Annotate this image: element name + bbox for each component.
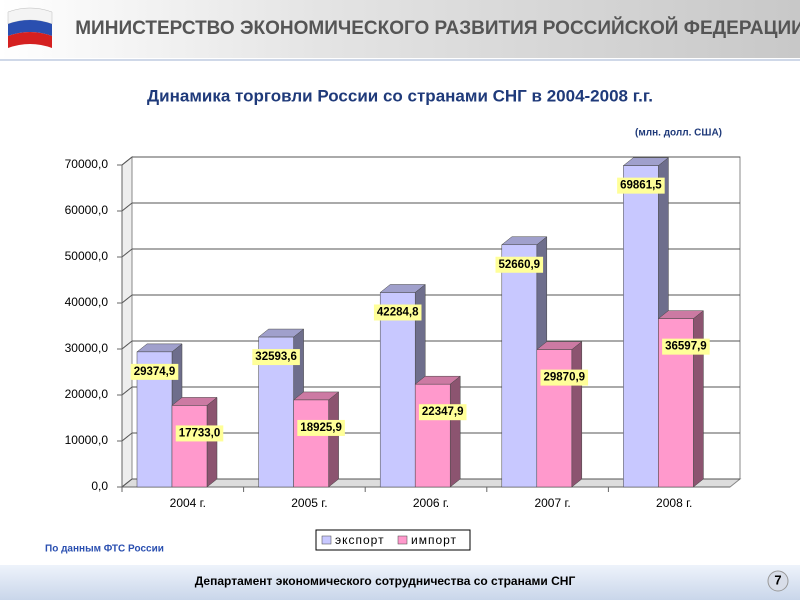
- y-tick-label: 60000,0: [65, 203, 109, 217]
- value-label-bg: [130, 363, 179, 380]
- legend-swatch: [397, 535, 408, 545]
- y-tick-label: 50000,0: [65, 249, 109, 263]
- value-label-bg: [175, 425, 224, 442]
- grid-line-side: [121, 156, 133, 166]
- value-label: 69861,5: [620, 180, 662, 192]
- bar: [379, 292, 416, 488]
- grid-line-side: [121, 386, 133, 396]
- value-label: 17733,0: [179, 427, 221, 439]
- legend-box: [315, 529, 471, 551]
- x-tick-label: 2008 г.: [656, 496, 692, 510]
- header-title: МИНИСТЕРСТВО ЭКОНОМИЧЕСКОГО РАЗВИТИЯ РОС…: [75, 17, 800, 39]
- page-badge: [767, 570, 789, 592]
- value-label-bg: [297, 419, 345, 436]
- y-tick-label: 40000,0: [65, 295, 109, 309]
- value-label-bg: [252, 349, 300, 366]
- value-label: 22347,9: [422, 406, 464, 418]
- legend-swatch: [321, 535, 332, 545]
- y-tick-label: 30000,0: [65, 341, 109, 355]
- x-tick-label: 2007 г.: [534, 496, 570, 510]
- value-label: 52660,9: [499, 259, 541, 271]
- x-tick-label: 2006 г.: [413, 496, 449, 510]
- bar-side: [328, 391, 339, 488]
- value-label-bg: [495, 256, 544, 273]
- bar: [623, 165, 659, 488]
- legend: экспорт импорт: [315, 529, 471, 551]
- bar-side: [571, 341, 583, 488]
- chart: 0,0 10000,0 20000,0 30000,0 40000,0 50000,0 60…: [65, 155, 742, 551]
- value-label: 29374,9: [134, 366, 176, 378]
- bar: [171, 405, 208, 488]
- bar-side: [693, 310, 704, 488]
- x-tick-label: 2005 г.: [291, 496, 327, 510]
- grid-line-side: [121, 478, 133, 488]
- footer-band: [0, 565, 800, 600]
- grid-line-side: [121, 432, 133, 442]
- value-label-bg: [662, 338, 710, 355]
- value-label-bg: [418, 404, 467, 421]
- page-number: 7: [774, 572, 781, 587]
- y-tick-label: 70000,0: [65, 157, 109, 171]
- legend-label: экспорт: [335, 533, 385, 547]
- value-label: 18925,9: [300, 422, 342, 434]
- value-label: 42284,8: [377, 307, 419, 319]
- chart-title: Динамика торговли России со странами СНГ…: [147, 86, 653, 105]
- grid-line-side: [121, 202, 133, 212]
- bar: [414, 383, 451, 488]
- bar-side: [449, 375, 461, 488]
- value-label: 36597,9: [665, 341, 707, 353]
- value-label: 29870,9: [544, 372, 586, 384]
- y-tick-label: 10000,0: [65, 433, 109, 447]
- bar: [501, 244, 538, 488]
- legend-label: импорт: [411, 533, 457, 547]
- bar: [293, 399, 329, 488]
- flag: [7, 7, 53, 48]
- x-tick-label: 2004 г.: [170, 496, 206, 510]
- y-tick-label: 0,0: [91, 479, 108, 493]
- chart-subtitle: (млн. долл. США): [635, 128, 722, 139]
- value-label-bg: [617, 177, 665, 194]
- source-note: По данным ФТС России: [45, 544, 164, 555]
- footer-text: Департамент экономического сотрудничеств…: [195, 574, 576, 588]
- header-band: [0, 0, 800, 58]
- value-label-bg: [540, 369, 589, 386]
- grid-line-side: [121, 340, 133, 350]
- grid-line-side: [121, 248, 133, 258]
- grid-line-side: [121, 294, 133, 304]
- bar-side: [206, 396, 218, 488]
- value-label: 32593,6: [255, 351, 297, 363]
- value-label-bg: [373, 304, 422, 321]
- y-tick-label: 20000,0: [65, 387, 109, 401]
